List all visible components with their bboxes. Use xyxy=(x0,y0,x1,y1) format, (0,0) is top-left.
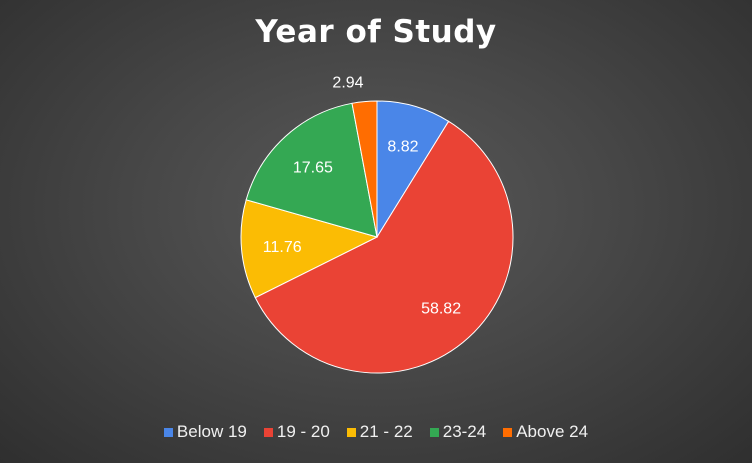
legend-label: Below 19 xyxy=(176,422,247,441)
legend-label: 23-24 xyxy=(442,422,487,441)
legend-swatch xyxy=(429,427,439,437)
pie-slice-4 xyxy=(351,100,378,238)
legend-item-2: 21 - 22 xyxy=(346,422,413,442)
legend-label: 21 - 22 xyxy=(359,422,413,441)
pie-slice-1 xyxy=(254,120,514,374)
legend-swatch xyxy=(346,427,356,437)
legend-label: 19 - 20 xyxy=(276,422,330,441)
data-label-1: 58.82 xyxy=(421,300,461,317)
legend-item-1: 19 - 20 xyxy=(263,422,330,442)
legend-swatch xyxy=(263,427,273,437)
legend-swatch xyxy=(163,427,173,437)
legend-label: Above 24 xyxy=(516,422,589,441)
legend-item-3: 23-24 xyxy=(429,422,487,442)
pie-slice-3 xyxy=(245,102,378,238)
legend-swatch xyxy=(503,427,513,437)
data-label-2: 11.76 xyxy=(263,239,302,256)
data-label-4: 2.94 xyxy=(332,75,363,92)
legend-item-0: Below 19 xyxy=(163,422,247,442)
chart-legend: Below 19 19 - 20 21 - 22 23-24 Above 24 xyxy=(0,422,752,442)
chart-title: Year of Study xyxy=(255,14,497,50)
data-label-0: 8.82 xyxy=(387,138,418,155)
legend-item-4: Above 24 xyxy=(503,422,588,442)
pie-slice-2 xyxy=(240,199,379,299)
data-label-3: 17.65 xyxy=(293,160,333,177)
